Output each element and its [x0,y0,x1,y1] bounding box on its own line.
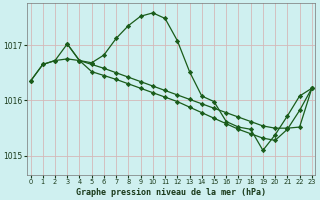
X-axis label: Graphe pression niveau de la mer (hPa): Graphe pression niveau de la mer (hPa) [76,188,266,197]
